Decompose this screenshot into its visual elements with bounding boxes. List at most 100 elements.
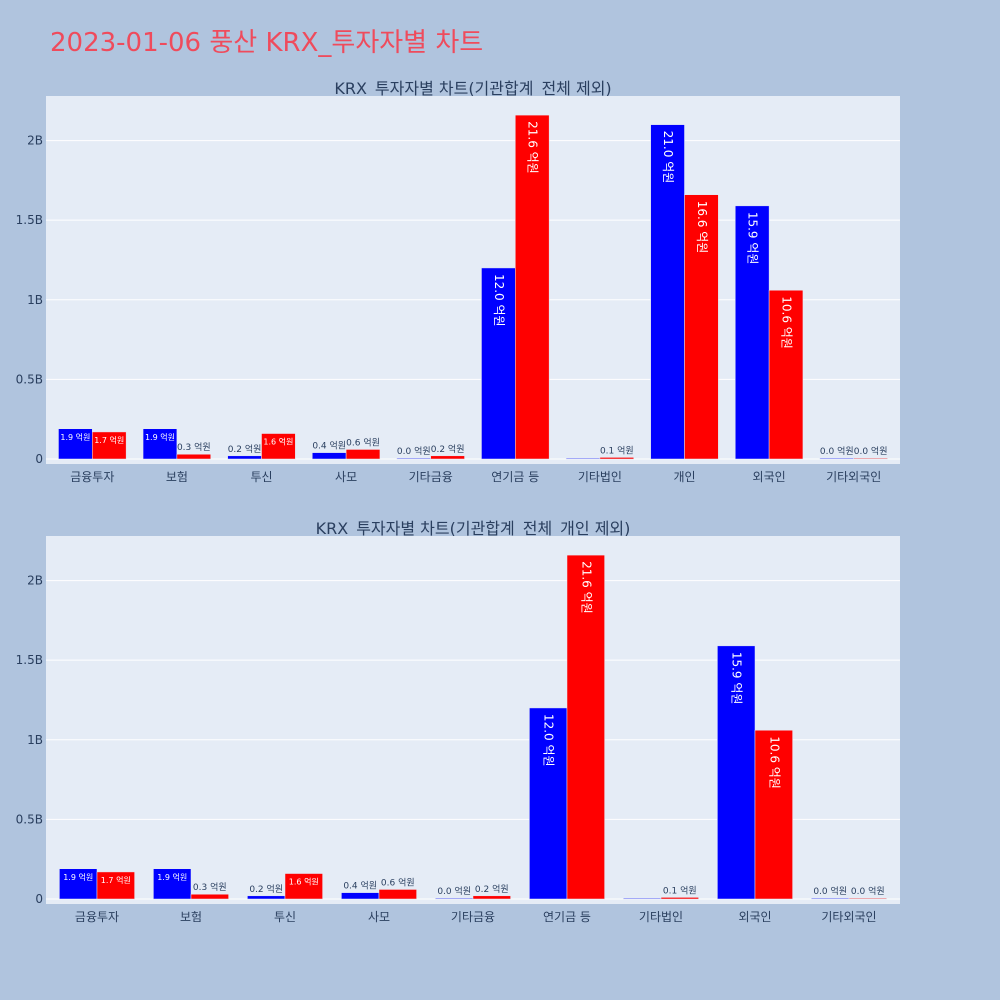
bar-value-label: 21.0 억원 [661,131,675,184]
bar-sell [565,457,601,460]
y-tick-label: 0 [35,452,43,466]
bar-sell [811,897,850,900]
y-tick-label: 1B [27,733,43,747]
bar-sell [142,428,178,460]
bar-buy [284,873,323,900]
bar-buy [430,455,465,460]
x-tick-label: 사모 [335,470,357,484]
bar-value-label: 10.6 억원 [780,296,794,349]
x-tick-label: 기타법인 [639,910,683,924]
bar-sell [717,645,756,900]
bar-value-label: 0.3 억원 [193,881,227,893]
bar-buy [853,457,888,460]
y-tick-label: 0 [35,892,43,906]
x-tick-label: 금융투자 [75,910,119,924]
bar-value-label: 0.0 억원 [851,885,885,897]
bar-value-label: 0.6 억원 [346,436,380,448]
x-tick-label: 기타금융 [409,470,453,484]
bar-buy [190,893,229,900]
y-tick-label: 0.5B [16,812,43,826]
x-tick-label: 개인 [673,470,695,484]
bar-buy [92,431,127,460]
bar-sell [59,868,98,900]
bar-value-label: 1.7 억원 [101,875,131,885]
bar-buy [599,457,634,460]
x-tick-label: 기타금융 [451,910,495,924]
bar-buy [768,289,804,460]
y-tick-label: 2B [27,574,43,588]
bar-sell [153,868,192,900]
bar-value-label: 0.6 억원 [381,876,415,888]
bar-value-label: 1.9 억원 [145,432,175,442]
x-tick-label: 보험 [166,470,188,484]
bar-value-label: 0.1 억원 [663,884,697,896]
x-tick-label: 투신 [274,910,296,924]
bar-value-label: 0.1 억원 [600,444,634,456]
x-tick-label: 금융투자 [70,470,114,484]
x-tick-label: 보험 [180,910,202,924]
bar-buy [96,871,135,900]
bar-value-label: 1.9 억원 [60,432,90,442]
chart-institution-excluded: KRX_투자자별 차트(기관합계_전체 제외) 0 0.5B 1B 1.5B 2B 금융투자… [16,79,900,484]
bar-value-label: 0.2 억원 [228,443,262,455]
bar-value-label: 0.2 억원 [475,883,509,895]
bar-value-label: 10.6 억원 [767,736,781,789]
bar-value-label: 1.6 억원 [289,877,319,887]
bar-value-label: 0.4 억원 [312,440,346,452]
chart-institution-individual-excluded: KRX_투자자별 차트(기관합계_전체_개인 제외) 0 0.5B 1B 1.5B 2B 금… [16,519,900,924]
x-tick-label: 외국인 [738,910,771,924]
bar-value-label: 1.6 억원 [263,437,293,447]
bar-buy [515,114,550,460]
y-tick-label: 1.5B [16,213,43,227]
bar-value-label: 0.4 억원 [343,880,377,892]
y-tick-label: 1.5B [16,653,43,667]
bar-value-label: 0.0 억원 [854,445,888,457]
bar-value-label: 1.9 억원 [63,872,93,882]
chart-title: KRX_투자자별 차트(기관합계_전체_개인 제외) [316,519,631,539]
bar-sell [396,457,431,460]
bar-buy [345,449,381,460]
bar-value-label: 15.9 억원 [730,652,744,705]
bar-buy [684,194,719,460]
bar-sell [650,124,685,460]
bar-buy [378,889,417,900]
bar-value-label: 12.0 억원 [542,714,556,767]
chart-title: KRX_투자자별 차트(기관합계_전체 제외) [334,79,611,99]
page-title: 2023-01-06 풍산 KRX_투자자별 차트 [50,28,484,58]
bar-buy [261,433,296,460]
bar-value-label: 0.0 억원 [397,445,431,457]
x-tick-label: 기타외국인 [821,910,876,924]
bar-buy [176,453,211,460]
x-tick-label: 기타외국인 [826,470,881,484]
x-tick-label: 투신 [250,470,272,484]
bar-value-label: 0.3 억원 [177,441,211,453]
bar-buy [754,729,793,900]
bar-value-label: 16.6 억원 [695,201,709,254]
bar-buy [472,895,511,900]
x-tick-label: 외국인 [753,470,786,484]
bar-value-label: 0.0 억원 [437,885,471,897]
y-tick-label: 2B [27,134,43,148]
bar-sell [58,428,93,460]
x-tick-label: 사모 [368,910,390,924]
bar-value-label: 0.2 억원 [431,443,465,455]
bar-sell [312,452,347,460]
bar-value-label: 0.2 억원 [249,883,283,895]
bar-value-label: 0.0 억원 [820,445,854,457]
y-tick-label: 0.5B [16,372,43,386]
bar-sell [623,897,662,900]
bar-sell [735,205,770,460]
bar-sell [435,897,474,900]
bar-value-label: 0.0 억원 [813,885,847,897]
bar-value-label: 21.6 억원 [579,561,593,614]
x-tick-label: 기타법인 [578,470,622,484]
bar-value-label: 12.0 억원 [492,274,506,327]
x-tick-label: 연기금 등 [491,470,539,484]
bar-buy [848,897,887,900]
bar-sell [247,895,286,900]
y-tick-label: 1B [27,293,43,307]
bar-buy [566,554,605,900]
bar-sell [819,457,854,460]
bar-sell [341,892,380,900]
bar-value-label: 1.7 억원 [94,435,124,445]
